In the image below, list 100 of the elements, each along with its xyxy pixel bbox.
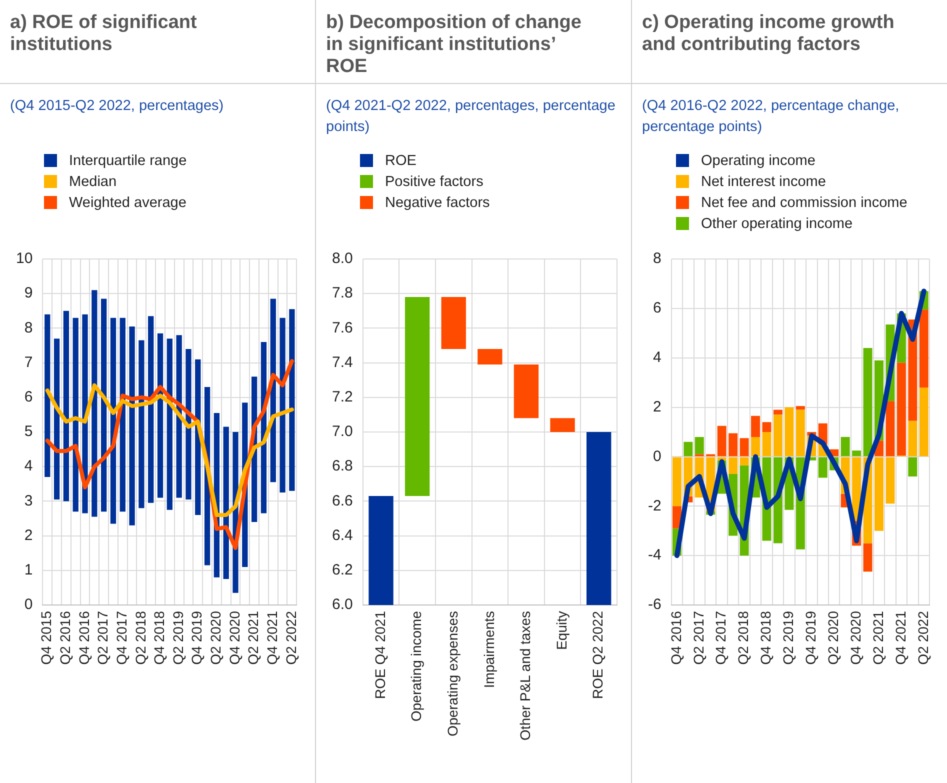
chart-title: b) Decomposition of change in significant institutions’ ROE	[316, 0, 631, 84]
y-tick-label: 7	[24, 354, 33, 371]
legend-label: Negative factors	[385, 194, 490, 210]
x-tick-label: Q2 2020	[208, 610, 224, 665]
legend-label: Other operating income	[701, 216, 853, 232]
bar	[280, 318, 286, 493]
y-tick-label: -4	[648, 546, 662, 564]
y-tick-label: 7.6	[332, 319, 353, 336]
y-tick-label: 6.0	[332, 596, 353, 614]
x-tick-label: Q2 2019	[170, 610, 186, 665]
y-tick-label: -2	[648, 497, 662, 514]
x-tick-label: Q4 2017	[113, 610, 130, 665]
bar	[684, 442, 693, 456]
y-tick-label: 7.0	[332, 423, 353, 440]
bar	[818, 457, 828, 478]
x-tick-label: Other P&L and taxes	[517, 611, 534, 740]
bar	[908, 420, 918, 456]
legend-label: Net fee and commission income	[701, 194, 908, 210]
y-tick-label: 7.4	[332, 354, 353, 371]
x-tick-label: Q4 2021	[264, 610, 280, 665]
bar	[717, 426, 726, 456]
legend-label: Net interest income	[701, 174, 826, 190]
bar	[120, 318, 126, 512]
chart-title: c) Operating income growth and contributing factors	[632, 0, 947, 84]
bar	[863, 348, 872, 456]
x-tick-label: Q2 2022	[282, 610, 299, 665]
bar	[157, 333, 164, 498]
y-tick-label: 9	[24, 284, 33, 302]
bar	[63, 310, 70, 502]
x-tick-label: Q2 2016	[57, 610, 74, 665]
bar	[740, 438, 749, 456]
x-tick-label: Q2 2021	[245, 610, 262, 665]
x-tick-label: Q4 2019	[188, 610, 205, 665]
bar	[728, 433, 738, 456]
y-tick-label: 0	[24, 596, 33, 614]
bar	[896, 362, 906, 456]
y-tick-label: 5	[24, 423, 33, 440]
x-tick-label: Q4 2015	[38, 610, 54, 665]
y-tick-label: 0	[652, 448, 662, 465]
y-tick-label: 6.2	[332, 562, 353, 579]
chart-subtitle: (Q4 2016-Q2 2022, percentage change, percentage points)	[641, 97, 900, 137]
y-tick-label: 4	[24, 458, 33, 475]
x-tick-label: Q4 2017	[712, 610, 729, 665]
bar	[223, 426, 229, 580]
x-tick-label: Q4 2021	[892, 610, 908, 665]
bar	[919, 388, 928, 456]
bar	[784, 407, 794, 456]
bar	[762, 432, 772, 456]
chart-subtitle: (Q4 2021-Q2 2022, percentages, percentage points)	[325, 97, 616, 137]
bar	[840, 436, 850, 456]
bar	[44, 314, 50, 477]
x-tick-label: Q4 2020	[226, 610, 242, 665]
bar	[863, 543, 872, 572]
y-tick-label: 10	[16, 250, 33, 268]
x-tick-label: Q4 2016	[668, 610, 684, 665]
legend-label: Median	[69, 174, 117, 190]
bar	[54, 338, 60, 500]
y-tick-label: 6	[652, 300, 662, 317]
x-tick-label: Q4 2018	[758, 610, 774, 665]
bar	[289, 309, 295, 491]
bar	[694, 436, 704, 454]
bar	[762, 422, 772, 432]
bar	[186, 348, 192, 500]
x-tick-label: ROE Q2 2022	[590, 610, 606, 699]
y-tick-label: 7.2	[332, 388, 353, 406]
x-tick-label: Q2 2017	[94, 610, 111, 665]
legend-label: ROE	[385, 152, 416, 168]
legend-label: Interquartile range	[69, 152, 187, 168]
legend-label: Operating income	[701, 152, 816, 168]
y-tick-label: 4	[652, 349, 662, 366]
x-tick-label: Equity	[553, 611, 570, 650]
y-tick-label: 8	[652, 250, 662, 268]
bar	[886, 457, 895, 504]
bar	[796, 406, 805, 410]
legend-label: Positive factors	[385, 174, 484, 190]
bar	[101, 298, 107, 512]
y-tick-label: 8.0	[332, 250, 353, 268]
x-tick-label: Q2 2022	[914, 610, 931, 665]
bar	[672, 457, 682, 506]
legend-label: Weighted average	[69, 194, 186, 210]
y-tick-label: 6.4	[332, 526, 353, 544]
x-tick-label: ROE Q4 2021	[372, 610, 388, 699]
chart-title: a) ROE of significant institutions	[0, 0, 315, 84]
bar	[908, 457, 918, 476]
x-tick-label: Q2 2018	[735, 610, 752, 665]
chart-subtitle: (Q4 2015-Q2 2022, percentages)	[9, 97, 225, 116]
y-tick-label: 6.6	[332, 492, 353, 510]
y-tick-label: 2	[24, 526, 33, 544]
bar	[176, 335, 182, 498]
x-tick-label: Q2 2017	[690, 610, 706, 665]
y-tick-label: -6	[648, 596, 662, 614]
bar	[148, 316, 154, 503]
bar	[92, 290, 98, 517]
x-tick-label: Q2 2020	[824, 610, 841, 665]
bar	[129, 326, 135, 526]
bar	[751, 436, 760, 456]
y-tick-label: 8	[24, 319, 33, 336]
bar	[740, 457, 749, 466]
bar	[919, 310, 928, 388]
y-tick-label: 6.8	[332, 458, 353, 475]
